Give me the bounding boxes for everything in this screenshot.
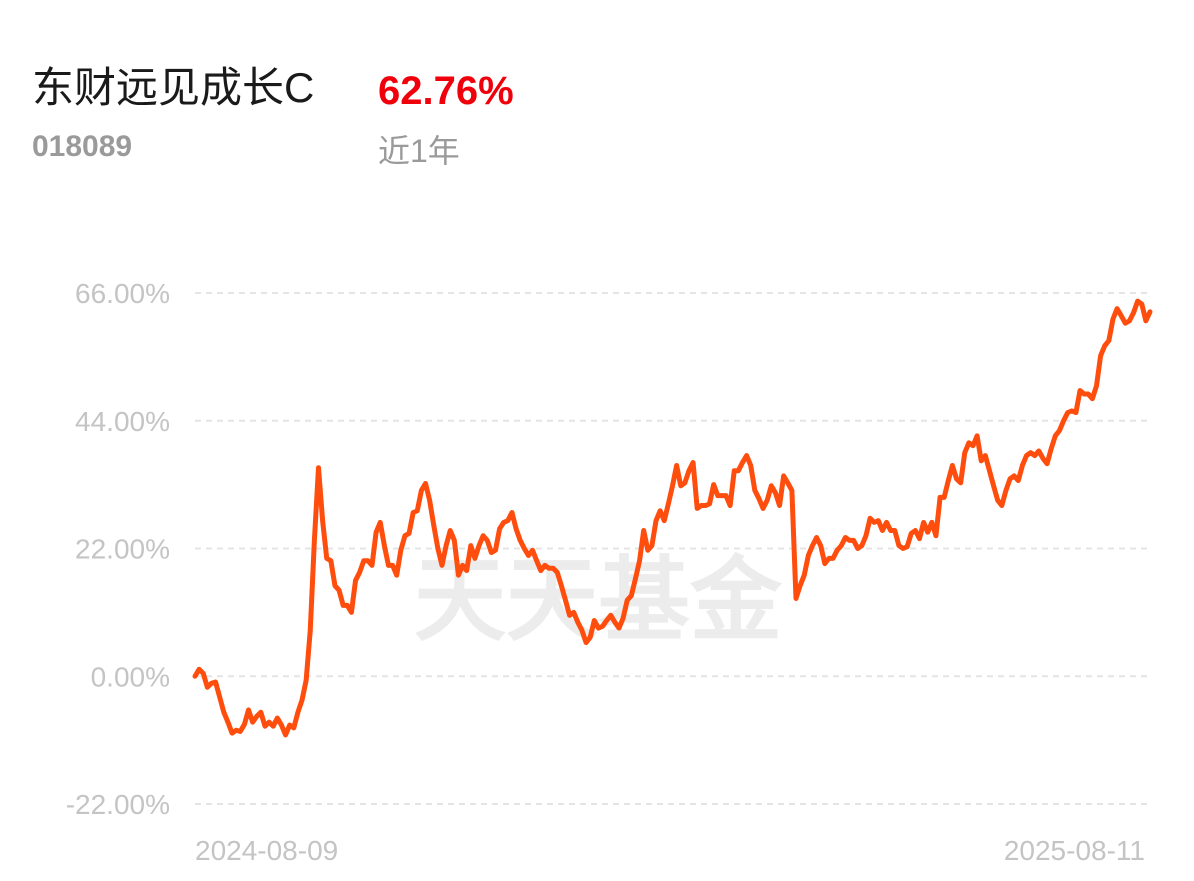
line-series [192, 298, 1153, 738]
y-tick-label: -22.00% [66, 789, 170, 820]
fund-code: 018089 [32, 130, 132, 163]
fund-name: 东财远见成长C [32, 64, 314, 111]
x-tick-label: 2024-08-09 [195, 835, 338, 866]
y-tick-label: 44.00% [75, 406, 170, 437]
y-tick-label: 0.00% [91, 661, 170, 692]
period-return: 62.76% [378, 69, 514, 113]
y-tick-label: 66.00% [75, 278, 170, 309]
y-tick-label: 22.00% [75, 534, 170, 565]
period: 近1年 [378, 133, 460, 169]
x-tick-label: 2025-08-11 [1004, 835, 1145, 866]
watermark: 天天基金 [414, 550, 783, 652]
